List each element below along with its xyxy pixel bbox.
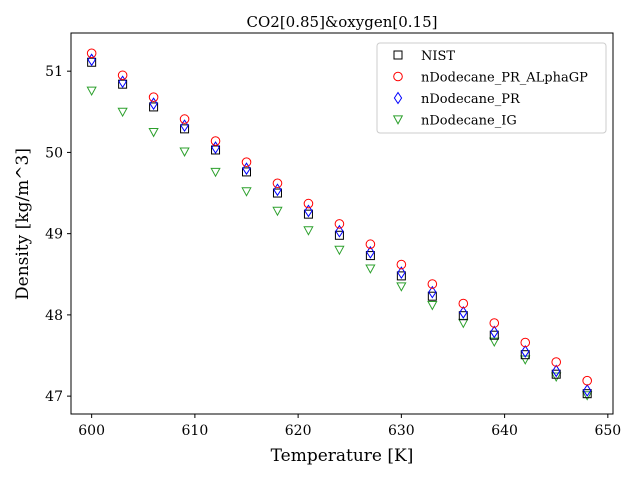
data-point-ndodecane-pr [304,204,313,218]
data-point-ndodecane-pr-alphagp [179,114,190,124]
legend-label: nDodecane_IG [421,114,517,129]
x-tick-label: 610 [182,423,209,439]
data-point-nist [180,124,190,134]
data-point-nist [458,311,468,321]
data-point-ndodecane-ig [365,264,376,274]
data-point-ndodecane-pr [397,266,406,280]
data-point-ndodecane-ig [117,107,128,118]
legend-marker [393,71,403,82]
x-axis-title: Temperature [K] [271,446,414,466]
y-tick-label: 50 [45,145,63,161]
legend-label: NIST [421,49,455,64]
data-point-ndodecane-pr [366,245,375,259]
data-point-ndodecane-ig [520,355,531,365]
data-point-ndodecane-pr [582,384,592,397]
data-point-ndodecane-ig [427,301,438,311]
data-point-ndodecane-pr [149,97,158,111]
data-point-ndodecane-pr-alphagp [272,178,283,189]
data-point-nist [396,271,406,281]
data-point-nist [303,209,313,219]
data-point-ndodecane-pr-alphagp [148,92,159,102]
legend-label: nDodecane_PR [421,92,521,107]
x-axis: 600 610 620 630 640 650 [78,414,621,439]
data-point-ndodecane-ig [582,391,593,401]
data-point-nist [272,188,282,198]
data-point-ndodecane-pr-alphagp [520,337,531,348]
data-point-ndodecane-pr [273,183,282,197]
data-point-nist [118,79,128,89]
data-point-ndodecane-ig [334,245,345,256]
data-point-ndodecane-ig [86,86,97,97]
x-tick-label: 600 [78,423,105,439]
data-point-ndodecane-ig [551,372,562,382]
data-point-nist [211,145,221,155]
data-point-ndodecane-ig [210,167,221,178]
data-point-ndodecane-pr [521,345,530,358]
legend: NIST nDodecane_PR_ALphaGP nDodecane_PR nDod… [376,42,607,134]
data-point-nist [427,291,437,301]
data-point-ndodecane-pr-alphagp [582,375,592,386]
data-point-ndodecane-pr [490,325,499,339]
data-point-ndodecane-pr-alphagp [365,239,376,250]
data-point-ndodecane-pr-alphagp [303,198,314,209]
data-point-ndodecane-pr-alphagp [427,279,438,289]
data-point-nist [242,167,252,177]
y-tick-label: 47 [45,389,63,405]
x-tick-label: 650 [594,423,621,439]
x-tick-label: 630 [388,423,415,439]
legend-label: nDodecane_PR_ALphaGP [421,71,588,86]
data-point-ndodecane-pr-alphagp [241,157,252,167]
data-point-nist [334,230,344,240]
data-point-ndodecane-pr-alphagp [86,48,97,59]
data-point-ndodecane-ig [458,318,469,329]
data-point-ndodecane-ig [396,282,407,292]
data-point-nist [582,389,592,399]
data-point-ndodecane-pr [180,119,189,133]
legend-marker [392,115,404,125]
data-point-ndodecane-pr [242,162,251,176]
y-tick-label: 48 [45,308,63,324]
data-point-ndodecane-pr-alphagp [396,259,407,270]
data-point-ndodecane-pr [459,306,468,319]
plot-frame [70,32,614,415]
data-point-ndodecane-pr [335,224,344,238]
data-point-ndodecane-pr [552,364,561,378]
legend-marker [393,50,403,60]
data-point-ndodecane-ig [272,206,283,217]
chart-title: CO2[0.85]&oxygen[0.15] [247,13,438,31]
data-point-ndodecane-pr [428,285,437,299]
data-point-ndodecane-ig [148,128,159,138]
y-tick-label: 49 [45,227,63,243]
data-point-ndodecane-ig [303,226,314,236]
data-point-ndodecane-ig [179,147,190,157]
legend-marker [393,91,403,105]
y-tick-label: 51 [45,64,63,80]
data-point-ndodecane-pr-alphagp [334,219,345,229]
data-point-nist [149,102,159,112]
data-point-nist [489,330,499,340]
plot-marks [86,48,593,401]
data-point-ndodecane-pr [87,53,96,67]
y-axis: 47 48 49 50 51 [45,64,71,405]
data-point-ndodecane-pr [211,141,220,154]
data-point-nist [520,350,530,360]
x-tick-label: 640 [491,423,518,439]
data-point-ndodecane-pr-alphagp [551,357,562,367]
data-point-ndodecane-pr-alphagp [458,298,469,309]
data-point-nist [365,251,375,261]
data-point-nist [87,57,97,67]
data-point-ndodecane-pr [118,75,127,89]
y-axis-title: Density [kg/m^3] [13,148,33,300]
data-point-ndodecane-pr-alphagp [210,136,221,146]
data-point-nist [551,369,561,379]
data-point-ndodecane-ig [241,187,252,197]
data-point-ndodecane-pr-alphagp [117,70,128,81]
data-point-ndodecane-pr-alphagp [489,318,500,328]
x-tick-label: 620 [285,423,312,439]
legend-box [376,42,607,134]
